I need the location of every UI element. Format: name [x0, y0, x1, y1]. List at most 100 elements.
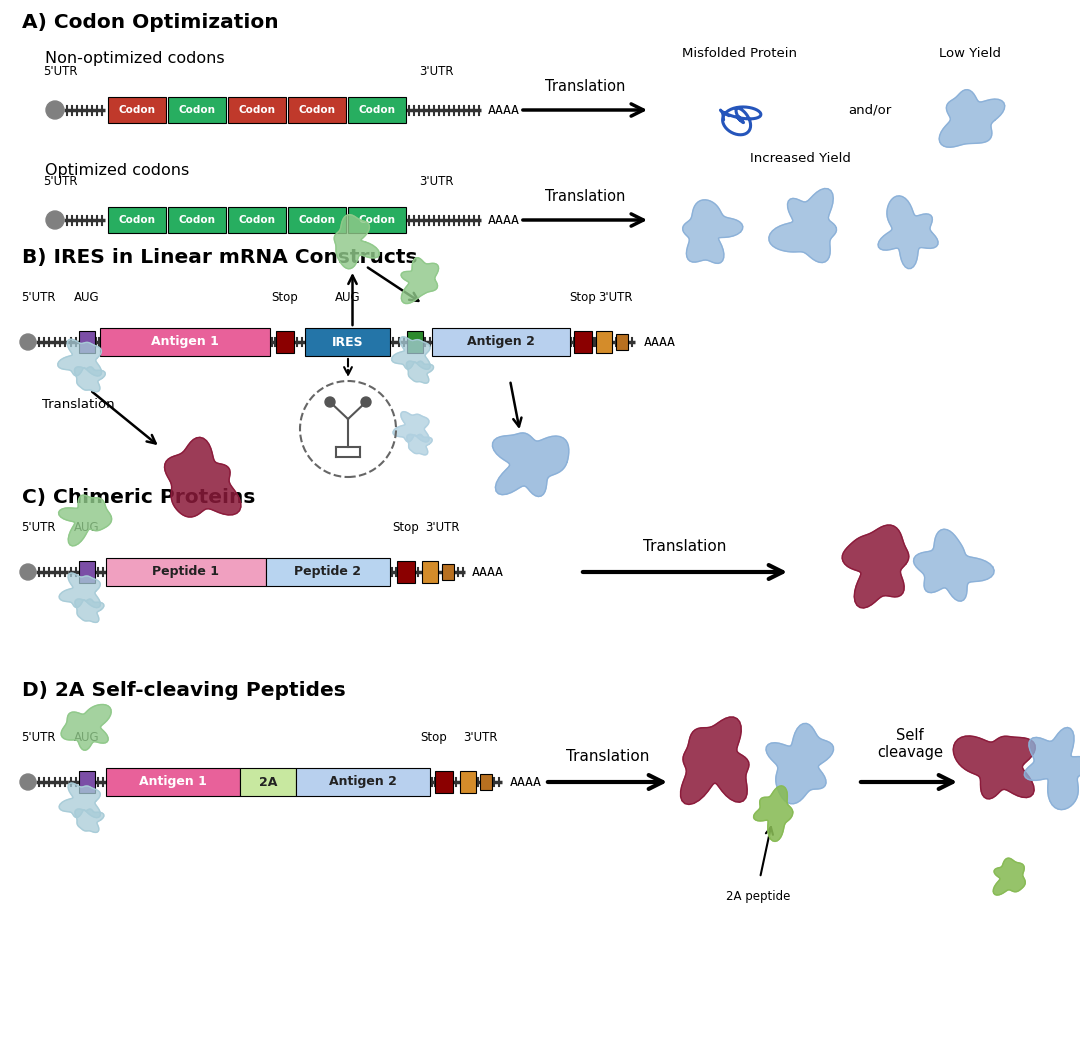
Polygon shape — [680, 717, 750, 805]
Text: AAAA: AAAA — [644, 336, 676, 348]
Text: Self
cleavage: Self cleavage — [877, 728, 943, 760]
Text: 3'UTR: 3'UTR — [424, 521, 459, 534]
Polygon shape — [754, 786, 793, 842]
Text: AAAA: AAAA — [472, 566, 504, 579]
FancyBboxPatch shape — [397, 561, 415, 583]
Polygon shape — [407, 434, 432, 454]
Polygon shape — [954, 736, 1036, 798]
Circle shape — [46, 101, 64, 119]
FancyBboxPatch shape — [435, 771, 453, 793]
Polygon shape — [59, 783, 100, 817]
Polygon shape — [878, 196, 939, 268]
FancyBboxPatch shape — [228, 207, 286, 232]
Circle shape — [361, 397, 372, 407]
Text: Codon: Codon — [178, 105, 216, 115]
Text: Antigen 2: Antigen 2 — [329, 775, 397, 789]
Text: Increased Yield: Increased Yield — [750, 151, 850, 165]
Text: Antigen 1: Antigen 1 — [139, 775, 207, 789]
Text: Translation: Translation — [544, 79, 625, 94]
FancyBboxPatch shape — [573, 331, 592, 353]
FancyBboxPatch shape — [100, 328, 270, 356]
Text: 3'UTR: 3'UTR — [597, 291, 632, 304]
Text: AUG: AUG — [335, 291, 361, 304]
FancyBboxPatch shape — [348, 207, 406, 232]
Text: Translation: Translation — [644, 539, 727, 554]
Polygon shape — [334, 215, 379, 268]
Text: AAAA: AAAA — [510, 775, 542, 789]
Polygon shape — [75, 599, 104, 623]
Text: Misfolded Protein: Misfolded Protein — [683, 47, 797, 60]
Polygon shape — [57, 339, 102, 376]
Text: 5'UTR: 5'UTR — [21, 731, 55, 744]
Polygon shape — [401, 258, 438, 304]
Text: Stop: Stop — [569, 291, 596, 304]
Polygon shape — [994, 858, 1025, 895]
Polygon shape — [914, 529, 995, 601]
FancyBboxPatch shape — [480, 774, 492, 790]
Polygon shape — [393, 411, 429, 442]
Text: Low Yield: Low Yield — [939, 47, 1001, 60]
Polygon shape — [683, 200, 743, 263]
Text: 5'UTR: 5'UTR — [43, 175, 78, 188]
Text: Stop: Stop — [272, 291, 298, 304]
FancyBboxPatch shape — [79, 771, 95, 793]
Text: IRES: IRES — [332, 336, 363, 348]
Polygon shape — [766, 724, 834, 804]
Text: Stop: Stop — [420, 731, 447, 744]
Text: Peptide 1: Peptide 1 — [152, 566, 219, 579]
Polygon shape — [58, 495, 111, 546]
Circle shape — [21, 564, 36, 580]
Polygon shape — [406, 361, 433, 383]
Circle shape — [46, 211, 64, 229]
Text: Codon: Codon — [298, 105, 336, 115]
Circle shape — [325, 397, 335, 407]
FancyBboxPatch shape — [596, 331, 612, 353]
Text: Translation: Translation — [42, 398, 114, 410]
Polygon shape — [59, 573, 100, 608]
Text: and/or: and/or — [849, 103, 892, 117]
Text: Translation: Translation — [566, 749, 650, 764]
FancyBboxPatch shape — [422, 561, 438, 583]
Circle shape — [21, 333, 36, 350]
Polygon shape — [75, 367, 105, 391]
FancyBboxPatch shape — [266, 558, 390, 586]
Text: C) Chimeric Proteins: C) Chimeric Proteins — [22, 487, 255, 506]
FancyBboxPatch shape — [228, 97, 286, 123]
FancyBboxPatch shape — [240, 768, 296, 796]
FancyBboxPatch shape — [407, 331, 423, 353]
FancyBboxPatch shape — [460, 771, 476, 793]
Text: Codon: Codon — [119, 215, 156, 225]
Text: Peptide 2: Peptide 2 — [295, 566, 362, 579]
FancyBboxPatch shape — [168, 207, 226, 232]
FancyBboxPatch shape — [288, 97, 346, 123]
Text: B) IRES in Linear mRNA Constructs: B) IRES in Linear mRNA Constructs — [22, 247, 418, 266]
Text: Codon: Codon — [359, 215, 395, 225]
FancyBboxPatch shape — [432, 328, 570, 356]
Text: Optimized codons: Optimized codons — [45, 162, 189, 178]
Text: Codon: Codon — [239, 105, 275, 115]
Text: 3'UTR: 3'UTR — [462, 731, 497, 744]
Polygon shape — [940, 89, 1004, 147]
FancyBboxPatch shape — [296, 768, 430, 796]
Polygon shape — [1024, 727, 1080, 810]
Text: Codon: Codon — [298, 215, 336, 225]
Text: 3'UTR: 3'UTR — [419, 175, 454, 188]
FancyBboxPatch shape — [106, 768, 240, 796]
Text: Stop: Stop — [393, 521, 419, 534]
Polygon shape — [392, 337, 430, 369]
Text: Non-optimized codons: Non-optimized codons — [45, 50, 225, 65]
FancyBboxPatch shape — [288, 207, 346, 232]
Text: AAAA: AAAA — [488, 214, 519, 226]
Text: 5'UTR: 5'UTR — [43, 65, 78, 78]
Polygon shape — [75, 809, 104, 832]
Text: Codon: Codon — [178, 215, 216, 225]
Text: 2A: 2A — [259, 775, 278, 789]
Polygon shape — [62, 705, 111, 750]
Polygon shape — [842, 525, 909, 608]
FancyBboxPatch shape — [108, 207, 166, 232]
Text: Codon: Codon — [239, 215, 275, 225]
Text: Translation: Translation — [544, 189, 625, 204]
Text: AUG: AUG — [75, 731, 99, 744]
Circle shape — [21, 774, 36, 790]
Text: AAAA: AAAA — [488, 103, 519, 117]
